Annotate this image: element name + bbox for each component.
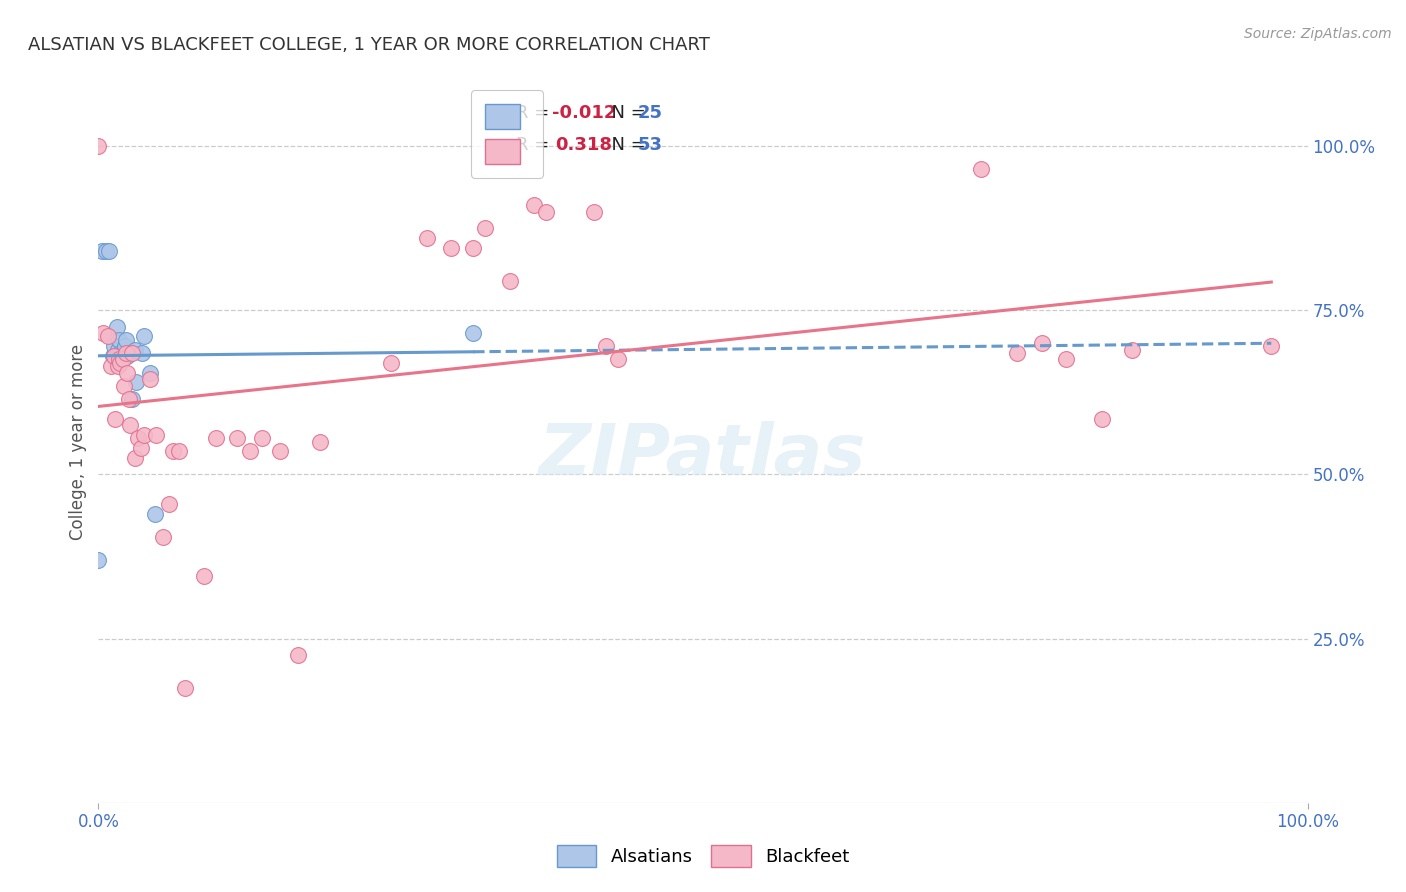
Text: 25: 25 [638, 103, 662, 122]
Point [250, 431, 273, 445]
Text: 0.318: 0.318 [555, 136, 613, 154]
Point [1054, 352, 1077, 367]
Point [125, 376, 148, 390]
Point [169, 444, 191, 458]
Point [131, 346, 153, 360]
Point [118, 346, 141, 360]
Point [970, 161, 993, 176]
Point [117, 366, 139, 380]
Point [124, 450, 146, 465]
Point [152, 530, 174, 544]
Point [94, 244, 117, 258]
Point [121, 346, 143, 360]
Text: -0.012: -0.012 [551, 103, 616, 122]
Point [1091, 411, 1114, 425]
Point [226, 431, 249, 445]
Point [157, 497, 180, 511]
Point [1121, 343, 1143, 357]
Point [105, 319, 128, 334]
Point [204, 431, 226, 445]
Point [583, 204, 606, 219]
Point [162, 444, 184, 458]
Text: N =: N = [600, 136, 652, 154]
Point [193, 569, 215, 583]
Point [308, 434, 330, 449]
Point [145, 428, 167, 442]
Point [87, 139, 110, 153]
Text: R =: R = [516, 136, 554, 154]
Y-axis label: College, 1 year or more: College, 1 year or more [69, 343, 87, 540]
Point [103, 349, 125, 363]
Point [118, 418, 141, 433]
Point [174, 681, 197, 695]
Point [87, 553, 110, 567]
Point [98, 244, 121, 258]
Point [110, 352, 132, 367]
Text: ZIPatlas: ZIPatlas [540, 422, 866, 491]
Point [107, 359, 129, 373]
Point [1031, 336, 1053, 351]
Point [108, 352, 131, 367]
Point [101, 349, 124, 363]
Point [416, 231, 439, 245]
Point [127, 431, 149, 445]
Text: Source: ZipAtlas.com: Source: ZipAtlas.com [1244, 27, 1392, 41]
Point [91, 244, 114, 258]
Point [110, 349, 132, 363]
Point [129, 441, 152, 455]
Point [239, 444, 262, 458]
Legend: Alsatians, Blackfeet: Alsatians, Blackfeet [550, 838, 856, 874]
Point [97, 329, 120, 343]
Text: 53: 53 [638, 136, 662, 154]
Point [118, 392, 141, 406]
Point [107, 343, 129, 357]
Point [595, 339, 617, 353]
Point [534, 204, 557, 219]
Point [103, 339, 125, 353]
Point [121, 392, 143, 406]
Point [143, 507, 166, 521]
Point [114, 339, 136, 353]
Point [112, 378, 135, 392]
Point [474, 221, 496, 235]
Point [380, 356, 402, 370]
Point [117, 349, 139, 363]
Legend: , : , [471, 90, 543, 178]
Point [134, 329, 156, 343]
Point [115, 333, 138, 347]
Point [523, 198, 546, 212]
Point [1260, 339, 1282, 353]
Point [463, 241, 485, 255]
Point [104, 411, 127, 425]
Point [607, 352, 630, 367]
Point [112, 343, 135, 357]
Text: N =: N = [600, 103, 652, 122]
Point [440, 241, 463, 255]
Point [100, 359, 122, 373]
Point [108, 346, 131, 360]
Point [124, 343, 146, 357]
Text: ALSATIAN VS BLACKFEET COLLEGE, 1 YEAR OR MORE CORRELATION CHART: ALSATIAN VS BLACKFEET COLLEGE, 1 YEAR OR… [28, 36, 710, 54]
Text: R =: R = [516, 103, 554, 122]
Point [91, 326, 114, 341]
Point [1007, 346, 1029, 360]
Point [134, 428, 156, 442]
Point [108, 356, 131, 370]
Point [115, 346, 138, 360]
Point [463, 326, 485, 341]
Point [108, 333, 131, 347]
Point [287, 648, 309, 662]
Point [139, 366, 162, 380]
Point [269, 444, 291, 458]
Point [498, 274, 520, 288]
Point [139, 372, 162, 386]
Point [111, 352, 134, 367]
